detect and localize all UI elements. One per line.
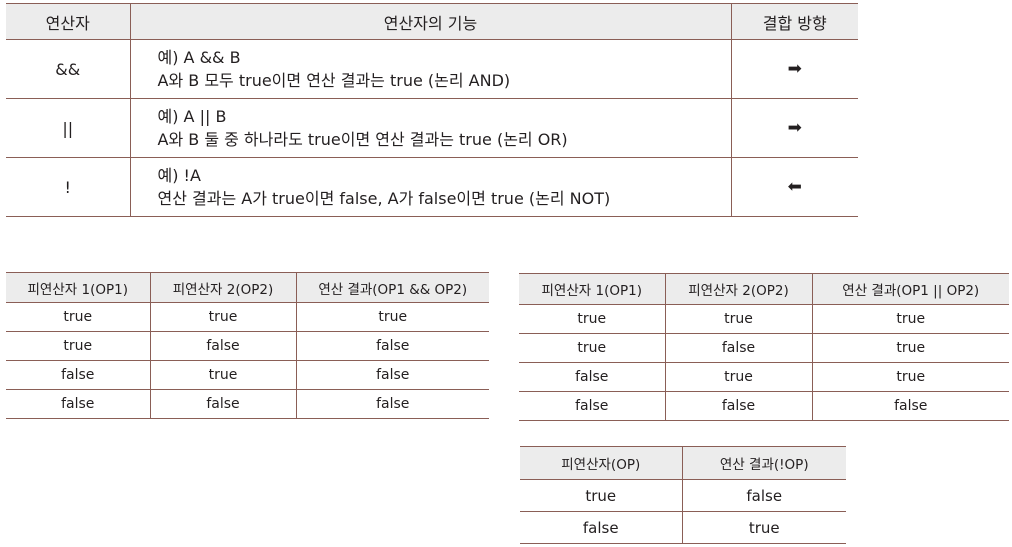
table-cell: false <box>664 333 812 363</box>
column-header-operator: 연산자 <box>6 3 130 40</box>
table-row: false false false <box>6 389 489 419</box>
column-header-direction: 결합 방향 <box>730 3 858 40</box>
table-cell: false <box>6 360 150 390</box>
table-header-row: 연산자 연산자의 기능 결합 방향 <box>6 3 858 40</box>
table-row: true true true <box>6 302 489 332</box>
table-cell: false <box>149 331 296 361</box>
table-row-or: || 예) A || B A와 B 둘 중 하나라도 true이면 연산 결과는… <box>6 98 858 158</box>
table-row: false true true <box>519 362 1009 392</box>
operator-cell: || <box>6 98 130 158</box>
table-row: false true false <box>6 360 489 390</box>
table-row: false false false <box>519 391 1009 421</box>
table-cell: true <box>519 333 665 363</box>
description-text: A와 B 모두 true이면 연산 결과는 true (논리 AND) <box>157 71 511 90</box>
table-cell: false <box>6 389 150 419</box>
column-header-result: 연산 결과(OP1 && OP2) <box>295 272 489 303</box>
left-arrow-icon: ⬅ <box>730 157 858 217</box>
table-cell: true <box>681 511 846 544</box>
or-truth-table: 피연산자 1(OP1) 피연산자 2(OP2) 연산 결과(OP1 || OP2… <box>519 273 1009 421</box>
column-header-function: 연산자의 기능 <box>129 3 731 40</box>
operator-cell: ! <box>6 157 130 217</box>
table-cell: false <box>149 389 296 419</box>
right-arrow-icon: ➡ <box>730 39 858 99</box>
table-cell: true <box>295 302 489 332</box>
table-row-and: && 예) A && B A와 B 모두 true이면 연산 결과는 true … <box>6 39 858 99</box>
table-cell: false <box>811 391 1009 421</box>
operator-cell: && <box>55 59 81 79</box>
function-cell: 예) A && B A와 B 모두 true이면 연산 결과는 true (논리… <box>129 39 731 99</box>
table-cell: false <box>519 362 665 392</box>
table-cell: true <box>664 362 812 392</box>
description-text: 연산 결과는 A가 true이면 false, A가 false이면 true … <box>157 189 611 208</box>
column-header-op2: 피연산자 2(OP2) <box>149 272 296 303</box>
table-cell: true <box>811 304 1009 334</box>
table-cell: false <box>295 331 489 361</box>
operators-table: 연산자 연산자의 기능 결합 방향 && 예) A && B A와 B 모두 t… <box>6 3 858 217</box>
function-cell: 예) A || B A와 B 둘 중 하나라도 true이면 연산 결과는 tr… <box>129 98 731 158</box>
table-row: true false false <box>6 331 489 361</box>
column-header-op1: 피연산자 1(OP1) <box>6 272 150 303</box>
table-header-row: 피연산자 1(OP1) 피연산자 2(OP2) 연산 결과(OP1 && OP2… <box>6 272 489 303</box>
table-cell: false <box>519 391 665 421</box>
example-text: 예) A || B <box>157 107 227 126</box>
column-header-result: 연산 결과(OP1 || OP2) <box>811 273 1009 305</box>
table-cell: true <box>149 360 296 390</box>
description-text: A와 B 둘 중 하나라도 true이면 연산 결과는 true (논리 OR) <box>157 130 568 149</box>
function-cell: 예) !A 연산 결과는 A가 true이면 false, A가 false이면… <box>129 157 731 217</box>
table-cell: false <box>295 360 489 390</box>
column-header-op1: 피연산자 1(OP1) <box>519 273 665 305</box>
column-header-op2: 피연산자 2(OP2) <box>664 273 812 305</box>
example-text: 예) !A <box>157 166 201 185</box>
table-header-row: 피연산자 1(OP1) 피연산자 2(OP2) 연산 결과(OP1 || OP2… <box>519 273 1009 305</box>
table-cell: false <box>520 511 682 544</box>
table-cell: true <box>811 362 1009 392</box>
table-row: true true true <box>519 304 1009 334</box>
table-cell: true <box>577 311 607 327</box>
column-header-op: 피연산자(OP) <box>520 446 682 480</box>
example-text: 예) A && B <box>157 48 241 67</box>
table-header-row: 피연산자(OP) 연산 결과(!OP) <box>520 446 846 480</box>
right-arrow-icon: ➡ <box>730 98 858 158</box>
table-cell: false <box>664 391 812 421</box>
table-cell: true <box>585 486 617 505</box>
table-cell: true <box>811 333 1009 363</box>
table-row-not: ! 예) !A 연산 결과는 A가 true이면 false, A가 false… <box>6 157 858 217</box>
table-row: true false <box>520 479 846 512</box>
table-row: false true <box>520 511 846 544</box>
table-cell: false <box>681 479 846 512</box>
table-cell: false <box>295 389 489 419</box>
table-cell: true <box>149 302 296 332</box>
column-header-result: 연산 결과(!OP) <box>681 446 846 480</box>
and-truth-table: 피연산자 1(OP1) 피연산자 2(OP2) 연산 결과(OP1 && OP2… <box>6 272 489 419</box>
table-cell: true <box>63 309 93 325</box>
table-cell: true <box>6 331 150 361</box>
table-row: true false true <box>519 333 1009 363</box>
not-truth-table: 피연산자(OP) 연산 결과(!OP) true false false tru… <box>520 446 846 544</box>
table-cell: true <box>664 304 812 334</box>
